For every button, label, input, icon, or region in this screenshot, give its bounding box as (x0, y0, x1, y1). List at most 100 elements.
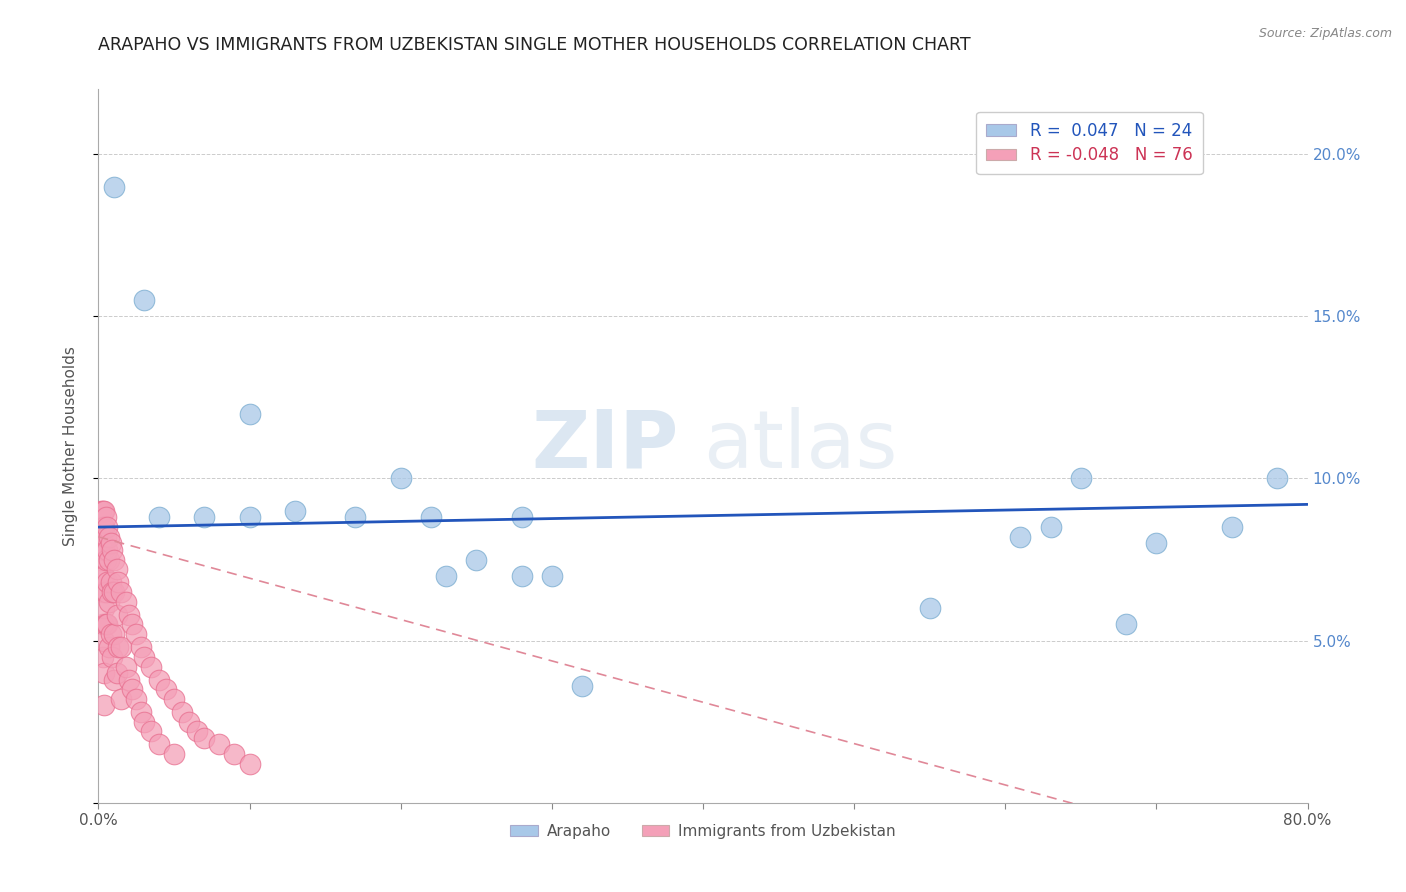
Point (193, 510, 215, 524)
Point (91, 649, 114, 664)
Point (98, 552, 121, 566)
Point (284, 504, 307, 518)
Point (510, 568, 533, 582)
Point (193, 731, 215, 745)
Point (94, 585, 117, 599)
Point (105, 666, 128, 681)
Point (163, 747, 186, 761)
Point (208, 738, 231, 752)
Point (110, 640, 132, 654)
Point (101, 542, 124, 557)
Point (101, 649, 124, 664)
Point (141, 659, 163, 673)
Point (93, 601, 115, 615)
Point (91, 504, 114, 518)
Point (98, 595, 121, 609)
Point (155, 682, 177, 697)
Point (125, 692, 148, 706)
Point (918, 601, 941, 615)
Point (90, 552, 112, 566)
Point (118, 607, 141, 622)
Point (540, 568, 562, 582)
Point (103, 552, 125, 566)
Point (93, 698, 115, 713)
Point (103, 179, 125, 194)
Point (129, 640, 152, 654)
Point (163, 692, 186, 706)
Point (186, 724, 208, 739)
Point (239, 756, 262, 771)
Point (93, 520, 115, 534)
Point (101, 585, 124, 599)
Text: ARAPAHO VS IMMIGRANTS FROM UZBEKISTAN SINGLE MOTHER HOUSEHOLDS CORRELATION CHART: ARAPAHO VS IMMIGRANTS FROM UZBEKISTAN SI… (98, 36, 972, 54)
Point (91, 536, 114, 550)
Point (93, 666, 115, 681)
Point (132, 649, 155, 664)
Point (93, 633, 115, 648)
Point (118, 673, 141, 687)
Point (420, 510, 443, 524)
Point (121, 682, 143, 697)
Point (1267, 471, 1289, 485)
Point (1039, 520, 1062, 534)
Point (98, 640, 121, 654)
Point (100, 575, 122, 590)
Point (571, 679, 593, 693)
Point (90, 520, 112, 534)
Point (148, 673, 170, 687)
Point (93, 504, 115, 518)
Point (114, 659, 136, 673)
Point (1010, 530, 1032, 544)
Point (90, 504, 112, 518)
Point (344, 510, 367, 524)
Point (91, 585, 114, 599)
Point (96, 617, 118, 632)
Point (465, 552, 488, 566)
Point (96, 520, 118, 534)
Point (91, 568, 114, 582)
Point (110, 692, 132, 706)
Point (510, 510, 533, 524)
Legend: Arapaho, Immigrants from Uzbekistan: Arapaho, Immigrants from Uzbekistan (503, 818, 903, 845)
Text: Source: ZipAtlas.com: Source: ZipAtlas.com (1258, 27, 1392, 40)
Point (90, 536, 112, 550)
Point (148, 510, 170, 524)
Point (239, 510, 262, 524)
Point (224, 747, 246, 761)
Point (94, 510, 117, 524)
Point (179, 714, 201, 729)
Point (105, 562, 128, 576)
Point (98, 530, 121, 544)
Point (100, 536, 122, 550)
Point (114, 595, 136, 609)
Point (434, 568, 457, 582)
Point (148, 738, 170, 752)
Point (1070, 471, 1092, 485)
Point (1115, 617, 1137, 632)
Point (94, 552, 117, 566)
Point (91, 520, 114, 534)
Point (239, 407, 262, 421)
Text: ZIP: ZIP (531, 407, 679, 485)
Point (94, 617, 117, 632)
Point (389, 471, 412, 485)
Point (129, 705, 152, 719)
Point (125, 627, 148, 641)
Point (93, 542, 115, 557)
Point (93, 568, 115, 582)
Point (91, 617, 114, 632)
Point (96, 575, 118, 590)
Point (110, 585, 132, 599)
Point (103, 673, 125, 687)
Point (107, 640, 129, 654)
Point (103, 627, 125, 641)
Point (132, 293, 155, 307)
Point (121, 617, 143, 632)
Point (94, 530, 117, 544)
Point (132, 714, 155, 729)
Point (1220, 520, 1243, 534)
Point (170, 705, 193, 719)
Text: atlas: atlas (703, 407, 897, 485)
Point (100, 627, 122, 641)
Point (96, 542, 118, 557)
